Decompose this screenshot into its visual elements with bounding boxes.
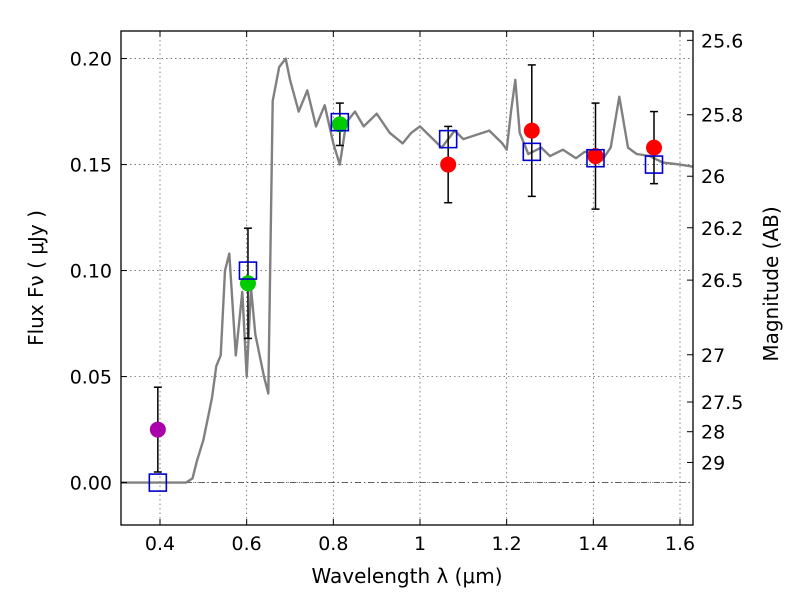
- observed-point: [523, 122, 540, 139]
- plot-frame: [120, 30, 694, 526]
- model-square: [148, 473, 168, 492]
- model-square: [644, 155, 664, 174]
- y-tick-label: 0.05: [70, 367, 112, 389]
- model-square: [330, 112, 350, 132]
- observed-point: [587, 148, 604, 165]
- y-tick-label: 0.10: [70, 261, 112, 283]
- x-tick-label: 0.4: [145, 533, 175, 555]
- y-tick-label: 0.15: [70, 155, 112, 177]
- tick-layer: [121, 31, 693, 525]
- grid-layer: [121, 31, 693, 525]
- right-tick-label: 26: [701, 166, 725, 188]
- model-square-layer: [148, 112, 664, 492]
- right-tick-label: 26.5: [701, 270, 743, 292]
- observed-point: [440, 156, 457, 173]
- x-tick-label: 1: [414, 533, 426, 555]
- right-axis-title: Magnitude (AB): [759, 206, 783, 361]
- observed-point: [149, 421, 166, 438]
- right-tick-label: 27.5: [701, 392, 743, 414]
- sed-curve-layer: [121, 57, 694, 484]
- right-tick-label: 25.6: [701, 30, 743, 52]
- right-tick-label: 27: [701, 345, 725, 367]
- x-tick-label: 1.2: [492, 533, 522, 555]
- model-square: [238, 261, 258, 280]
- right-tick-label: 26.2: [701, 218, 743, 240]
- right-tick-label: 29: [701, 452, 725, 474]
- tick-label-layer: 0.4 0.6 0.8 1 1.2 1.4 1.6 0.00 0.05 0.10 0.15 0.20 2…: [70, 30, 744, 555]
- model-square: [522, 142, 542, 162]
- model-square: [586, 148, 605, 168]
- x-tick-label: 1.4: [578, 533, 608, 555]
- y-axis-title: Flux Fν ( μJy ): [24, 210, 48, 346]
- y-tick-label: 0.20: [70, 49, 112, 71]
- x-axis-title: Wavelength λ (μm): [311, 564, 502, 588]
- sed-curve: [121, 57, 694, 484]
- right-tick-label: 28: [701, 422, 725, 444]
- x-tick-label: 0.6: [232, 533, 262, 555]
- y-tick-label: 0.00: [70, 473, 112, 495]
- observed-point: [239, 275, 256, 292]
- model-square: [438, 129, 458, 149]
- observed-point: [331, 116, 348, 133]
- observed-point: [646, 139, 662, 156]
- x-tick-label: 1.6: [665, 533, 695, 555]
- x-tick-label: 0.8: [318, 533, 348, 555]
- right-tick-label: 25.8: [701, 105, 743, 127]
